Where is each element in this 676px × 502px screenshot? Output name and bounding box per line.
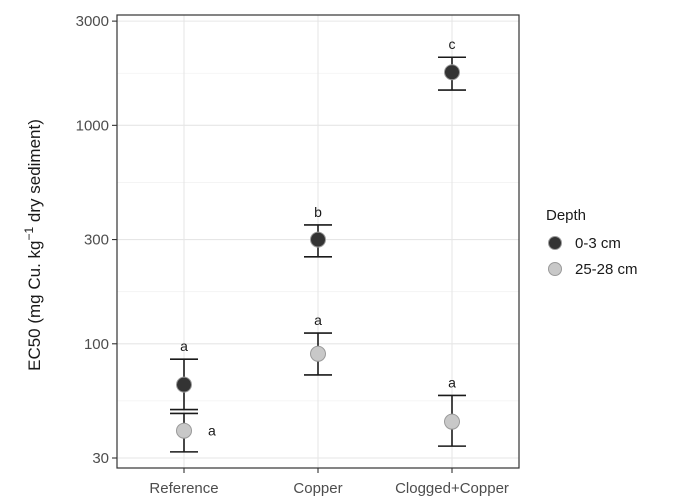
data-point (310, 345, 326, 362)
y-axis-title-suffix: dry sediment) (25, 119, 44, 227)
data-point (444, 413, 460, 430)
y-axis-title-superscript: −1 (22, 226, 36, 240)
legend-label: 25-28 cm (575, 261, 638, 278)
y-axis-title: EC50 (mg Cu. kg−1 dry sediment) (22, 119, 44, 371)
significance-letter: b (314, 204, 322, 220)
legend-title: Depth (546, 207, 586, 224)
significance-letter: c (449, 36, 456, 52)
x-tick-label: Copper (293, 480, 342, 497)
y-tick-label: 3000 (76, 13, 109, 30)
legend-key (548, 236, 562, 250)
y-axis-title-prefix: EC50 (mg Cu. kg (25, 241, 44, 371)
significance-letter: a (180, 338, 188, 354)
x-axis-ticks: Reference Copper Clogged+Copper (149, 468, 509, 497)
panel-border (116, 14, 520, 469)
y-tick-label: 100 (84, 336, 109, 353)
y-tick-label: 1000 (76, 117, 109, 134)
y-axis-ticks: 30 100 300 1000 3000 (76, 13, 117, 467)
significance-letter: a (208, 423, 216, 439)
data-point (310, 231, 326, 248)
data-point (176, 376, 192, 393)
legend-key (548, 262, 562, 276)
y-tick-label: 300 (84, 232, 109, 249)
legend-items: 0-3 cm 25-28 cm (548, 235, 638, 278)
significance-letter: a (314, 312, 322, 328)
y-tick-label: 30 (92, 450, 109, 467)
significance-letter: a (448, 374, 456, 390)
x-tick-label: Clogged+Copper (395, 480, 509, 497)
legend-label: 0-3 cm (575, 235, 621, 252)
data-point (176, 422, 192, 439)
data-marks: a b c a a a (170, 36, 466, 453)
legend: Depth 0-3 cm 25-28 cm (546, 207, 638, 278)
data-point (444, 64, 460, 81)
x-tick-label: Reference (149, 480, 218, 497)
